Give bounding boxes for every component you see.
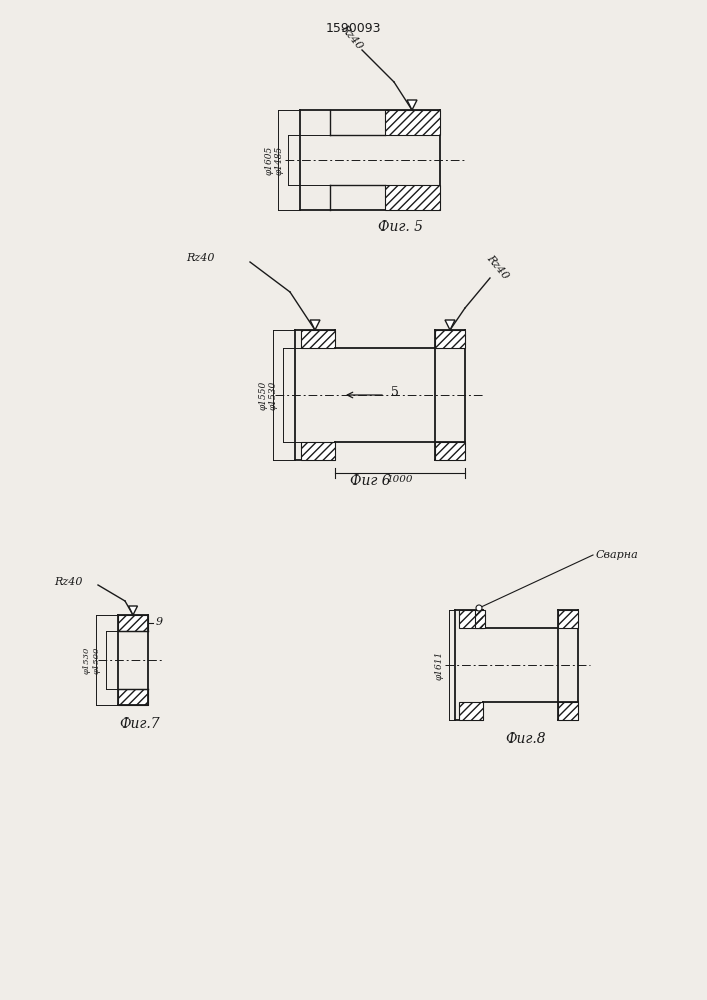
Bar (558, 702, 578, 720)
Bar (301, 442, 335, 460)
Bar (435, 442, 465, 460)
Bar (118, 689, 148, 705)
Text: Фиг 6: Фиг 6 (350, 474, 390, 488)
Polygon shape (310, 320, 320, 330)
Bar (435, 442, 465, 460)
Text: Сварна: Сварна (596, 550, 638, 560)
Bar (385, 185, 440, 210)
Bar (459, 610, 483, 628)
Bar (301, 442, 335, 460)
Text: 9: 9 (156, 617, 163, 627)
Text: φ1605: φ1605 (264, 145, 274, 175)
Polygon shape (129, 606, 137, 615)
Bar (435, 330, 465, 348)
Bar (301, 330, 335, 348)
Text: Фиг. 5: Фиг. 5 (378, 220, 423, 234)
Bar (459, 702, 483, 720)
Polygon shape (407, 100, 417, 110)
Bar (385, 110, 440, 135)
Text: 1590093: 1590093 (325, 22, 381, 35)
Text: Фиг.7: Фиг.7 (119, 717, 160, 731)
Text: Rz40: Rz40 (339, 23, 365, 51)
Circle shape (476, 605, 482, 611)
Bar (459, 610, 483, 628)
Text: Rz40: Rz40 (54, 577, 82, 587)
Bar (558, 610, 578, 628)
Bar (558, 702, 578, 720)
Text: Rz40: Rz40 (186, 253, 214, 263)
Bar (301, 330, 335, 348)
Bar (118, 615, 148, 631)
Text: Rz40: Rz40 (485, 253, 511, 281)
Polygon shape (445, 320, 455, 330)
Text: 1000: 1000 (387, 475, 414, 484)
Bar (435, 330, 465, 348)
Bar (385, 185, 440, 210)
Text: φ1530: φ1530 (269, 380, 278, 410)
Bar (475, 610, 485, 628)
Bar (475, 610, 485, 628)
Bar (118, 689, 148, 705)
Text: Фиг.8: Фиг.8 (506, 732, 547, 746)
Text: φ1550: φ1550 (259, 380, 267, 410)
Bar (118, 615, 148, 631)
Text: φ1611: φ1611 (435, 650, 443, 680)
Text: φ1530: φ1530 (83, 646, 91, 674)
Bar (558, 610, 578, 628)
Text: φ1485: φ1485 (274, 145, 284, 175)
Text: φ1500: φ1500 (93, 646, 101, 674)
Bar (385, 110, 440, 135)
Bar (459, 702, 483, 720)
Text: 5: 5 (391, 386, 399, 399)
